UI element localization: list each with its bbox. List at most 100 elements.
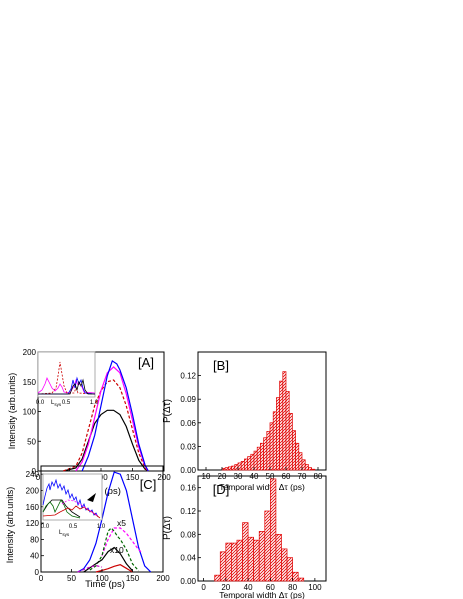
panel-b-bar-16 [272, 411, 277, 471]
panel-d-xlabel: Temporal width Δτ (ps) [219, 590, 305, 599]
panel-d-bar-2 [225, 542, 232, 582]
panel-b-bar-3 [231, 465, 236, 471]
panel-a-series-1 [62, 379, 149, 472]
panel-a-series-0 [63, 409, 149, 472]
panel-c-inset-blue [42, 478, 99, 518]
panel-d-bar-11 [275, 533, 282, 582]
panel-b-bar-5 [237, 462, 242, 471]
panel-c-ticks: 0 50 100 150 200 0 40 80 120 160 200 240 [26, 470, 171, 583]
panel-b-bar-27 [308, 467, 312, 471]
panel-c-annotation-x10: x10 [110, 545, 124, 555]
panel-a-xtick-label-0: 0 [36, 473, 41, 482]
panel-c-series-5 [77, 564, 103, 573]
panel-b-bar-17 [276, 397, 280, 471]
panel-c-inset-tick-1: 0.5 [69, 524, 78, 530]
panel-d-bar-14 [292, 571, 299, 582]
panel-d-ytick-label-4: 0.16 [180, 484, 196, 493]
panel-b-bar-18 [279, 380, 284, 471]
panel-d-xtick-label-4: 80 [288, 583, 297, 592]
panel-a-label: [A] [138, 355, 154, 370]
panel-b-bar-21 [288, 413, 293, 471]
panel-b-bar-10 [253, 450, 258, 471]
panel-d-xtick-label-0: 0 [201, 583, 206, 592]
panel-b-bar-22 [292, 430, 296, 471]
panel-a-inset-frame [37, 351, 96, 398]
panel-d-xtick-label-5: 100 [308, 583, 322, 592]
panel-c-inset-magenta [61, 499, 99, 517]
panel-d-bar-3 [231, 542, 238, 582]
panel-b-bar-25 [301, 459, 306, 471]
panel-b-label: [B] [213, 358, 229, 373]
panel-b-bar-26 [304, 464, 309, 471]
panel-a-ytick-label-4: 200 [23, 348, 37, 357]
panel-a-ytick-label-2: 100 [23, 408, 37, 417]
panel-b-ytick-label-2: 0.06 [180, 419, 196, 428]
panel-a-inset-tick-0: 0.0 [36, 400, 45, 406]
panel-c-arrow-icon [87, 493, 96, 502]
panel-b-bar-0 [221, 468, 226, 471]
panel-b-bar-9 [250, 453, 255, 471]
panel-d-bar-8 [258, 531, 266, 582]
panel-d-bar-7 [253, 539, 260, 582]
panel-a-lines [62, 359, 149, 472]
panel-a-series-3 [81, 359, 149, 472]
panel-d-bars [214, 478, 305, 582]
panel-b-bar-28 [311, 468, 316, 471]
panel-c-xtick-label-4: 200 [156, 574, 170, 583]
panel-c-inset-xlabel: Lsys [59, 530, 70, 537]
panel-a-ytick-label-1: 50 [27, 437, 36, 446]
panel-d-ylabel: P(Δτ) [162, 516, 173, 540]
panel-c-ytick-label-3: 120 [26, 519, 40, 528]
panel-d-bar-9 [264, 510, 271, 582]
panel-c-ylabel: Intensity (arb.units) [5, 487, 15, 564]
panel-d-xtick-label-1: 20 [221, 583, 230, 592]
panel-c-ytick-label-4: 160 [26, 503, 40, 512]
panel-d-bar-12 [281, 548, 288, 582]
panel-c-ytick-label-1: 40 [30, 552, 39, 561]
panel-b: 10 20 30 40 50 60 70 800.000.030.060.090.12 [B]… [162, 351, 327, 492]
panel-c-xtick-label-0: 0 [39, 574, 44, 583]
panel-b-ytick-label-1: 0.03 [180, 442, 196, 451]
panel-d-ytick-label-3: 0.12 [180, 507, 196, 516]
panel-a-inset-xlabel: Lsys [51, 400, 62, 407]
panel-a-ytick-label-0: 0 [32, 467, 37, 476]
panel-b-bar-24 [298, 452, 303, 471]
panel-c-label: [C] [140, 477, 157, 492]
panel-d-xtick-label-2: 40 [244, 583, 253, 592]
panel-b-bar-19 [282, 371, 287, 471]
panel-c: 0 50 100 150 200 0 40 80 120 160 200 240 [C] x5 x10… [5, 465, 171, 590]
panel-b-bar-15 [269, 422, 274, 471]
panel-b-bar-20 [285, 390, 290, 471]
panel-c-ytick-label-6: 240 [26, 470, 40, 479]
panel-d-xtick-label-3: 60 [266, 583, 275, 592]
panel-a-inset-black [38, 378, 95, 395]
panel-c-series-0 [77, 471, 152, 573]
panel-c-ytick-label-0: 0 [35, 568, 40, 577]
panel-c-inset-tick-2: 1.0 [97, 524, 106, 530]
panel-d-bar-15 [297, 577, 305, 582]
panel-b-bar-4 [234, 464, 239, 471]
panel-c-series-2 [89, 527, 140, 572]
panel-b-ytick-label-0: 0.00 [180, 466, 196, 475]
panel-c-inset-green [42, 499, 81, 519]
panel-c-xtick-label-3: 150 [126, 574, 140, 583]
panel-c-ytick-label-5: 200 [26, 486, 40, 495]
panel-d-bar-0 [214, 574, 221, 582]
panel-b-xlabel: Temporal width Δτ (ps) [219, 482, 305, 492]
panel-a-inset: 0.0 0.5 1.0 Lsys [36, 351, 99, 407]
panel-a-ylabel: Intensity (arb.units) [7, 373, 17, 450]
panel-a-series-2 [75, 366, 149, 472]
panel-a-inset-tick-1: 0.5 [62, 400, 71, 406]
panel-b-bar-6 [240, 460, 245, 471]
panel-b-bar-12 [260, 442, 264, 471]
panel-d-bar-4 [236, 539, 243, 582]
panel-d-label: [D] [213, 482, 230, 497]
panel-c-xlabel: Time (ps) [85, 579, 125, 590]
panel-d-bar-10 [269, 478, 277, 582]
panel-b-ytick-label-3: 0.09 [180, 395, 196, 404]
panel-c-inset: 0.0 0.5 1.0 Lsys [41, 473, 106, 537]
panel-b-bar-23 [295, 442, 300, 471]
panel-a-xtick-label-4: 200 [157, 473, 171, 482]
panel-d-ytick-label-0: 0.00 [180, 577, 196, 586]
